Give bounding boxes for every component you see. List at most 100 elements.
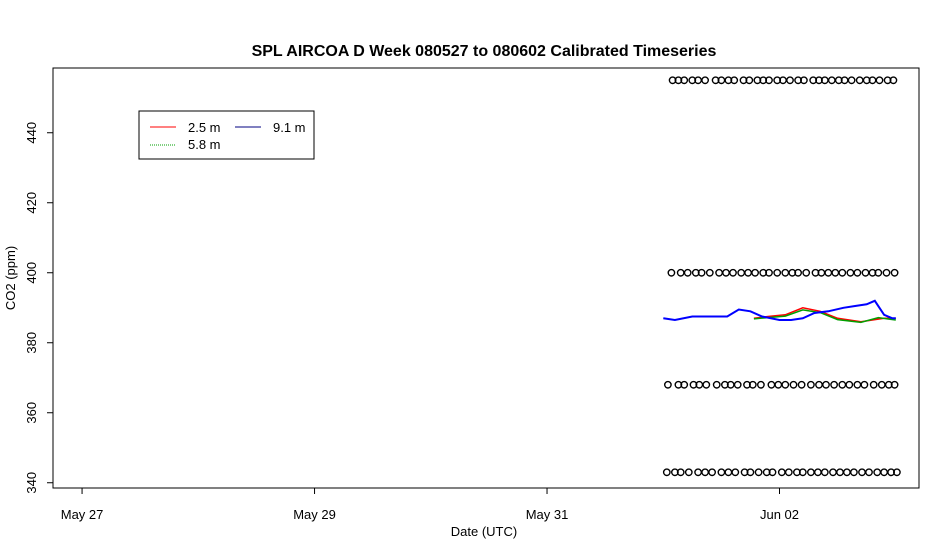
calibration-point xyxy=(662,468,671,477)
calibration-point xyxy=(822,380,830,389)
calibration-point xyxy=(731,468,740,477)
calibration-point xyxy=(838,380,847,389)
legend-box xyxy=(138,110,315,160)
calibration-point xyxy=(836,468,844,477)
calibration-point xyxy=(765,268,773,277)
calibration-point xyxy=(875,76,884,85)
calibration-point xyxy=(751,268,759,277)
calibration-point xyxy=(794,268,802,277)
calibration-point xyxy=(882,268,891,277)
calibration-point xyxy=(807,468,815,477)
y-tick-label: 400 xyxy=(24,262,39,284)
calibration-points-layer xyxy=(662,76,901,477)
calibration-point xyxy=(708,468,716,477)
calibration-point xyxy=(737,268,746,277)
calibration-point xyxy=(733,380,742,389)
x-tick-label: May 31 xyxy=(526,507,569,522)
calibration-point xyxy=(717,468,726,477)
calibration-point xyxy=(815,380,823,389)
calibration-point xyxy=(827,76,836,85)
calibration-point xyxy=(694,468,702,477)
x-tick-label: May 27 xyxy=(61,507,104,522)
calibration-point xyxy=(847,76,856,85)
calibration-point xyxy=(712,380,721,389)
calibration-point xyxy=(786,76,794,85)
legend-label-5-8m: 5.8 m xyxy=(188,137,221,152)
calibration-point xyxy=(789,380,798,389)
calibration-point xyxy=(701,76,709,85)
calibration-point xyxy=(850,468,858,477)
calibration-point xyxy=(877,380,886,389)
calibration-point xyxy=(684,468,693,477)
calibration-point xyxy=(664,380,672,389)
plot-area-frame xyxy=(52,67,920,489)
y-tick-label: 380 xyxy=(24,332,39,354)
calibration-point xyxy=(680,76,689,85)
series-layer xyxy=(663,299,896,324)
y-axis-label: CO2 (ppm) xyxy=(3,246,18,310)
y-tick-label: 420 xyxy=(24,192,39,214)
y-axis: 340 360 380 400 420 440 xyxy=(24,122,53,494)
calibration-point xyxy=(798,468,807,477)
calibration-point xyxy=(724,468,733,477)
calibration-point xyxy=(745,76,754,85)
series-line-9-1-m xyxy=(663,299,896,322)
calibration-point xyxy=(807,380,815,389)
calibration-point xyxy=(757,380,765,389)
calibration-point xyxy=(890,268,899,277)
calibration-point xyxy=(715,268,723,277)
calibration-point xyxy=(784,468,793,477)
calibration-point xyxy=(777,468,786,477)
calibration-point xyxy=(820,468,829,477)
calibration-point xyxy=(705,268,714,277)
calibration-point xyxy=(853,380,862,389)
calibration-point xyxy=(855,76,864,85)
calibration-point xyxy=(800,76,808,85)
y-tick-label: 340 xyxy=(24,472,39,494)
calibration-point xyxy=(889,76,898,85)
calibration-point xyxy=(680,380,689,389)
legend-label-2-5m: 2.5 m xyxy=(188,120,221,135)
calibration-point xyxy=(853,268,862,277)
calibration-point xyxy=(869,380,878,389)
legend: 2.5 m 5.8 m 9.1 m xyxy=(138,110,315,160)
calibration-point xyxy=(754,468,763,477)
chart-title: SPL AIRCOA D Week 080527 to 080602 Calib… xyxy=(252,43,717,60)
x-tick-label: May 29 xyxy=(293,507,336,522)
calibration-point xyxy=(744,268,752,277)
y-tick-label: 440 xyxy=(24,122,39,144)
calibration-point xyxy=(838,268,847,277)
calibration-point xyxy=(746,468,755,477)
y-tick-label: 360 xyxy=(24,402,39,424)
calibration-point xyxy=(890,380,899,389)
x-tick-label: Jun 02 xyxy=(760,507,799,522)
calibration-point xyxy=(797,380,806,389)
calibration-point xyxy=(773,268,782,277)
calibration-point xyxy=(861,268,870,277)
calibration-point xyxy=(730,76,739,85)
calibration-point xyxy=(831,268,840,277)
calibration-point xyxy=(683,268,692,277)
calibration-point xyxy=(767,380,776,389)
calibration-point xyxy=(846,268,855,277)
calibration-point xyxy=(667,268,676,277)
legend-label-9-1m: 9.1 m xyxy=(273,120,306,135)
calibration-point xyxy=(814,468,822,477)
calibration-point xyxy=(874,268,883,277)
calibration-point xyxy=(824,268,833,277)
calibration-point xyxy=(765,76,773,85)
x-axis-label: Date (UTC) xyxy=(451,524,517,539)
calibration-point xyxy=(676,468,685,477)
calibration-point xyxy=(781,380,790,389)
calibration-point xyxy=(873,468,882,477)
calibration-point xyxy=(722,268,730,277)
calibration-point xyxy=(893,468,901,477)
calibration-point xyxy=(829,468,837,477)
calibration-point xyxy=(697,268,706,277)
calibration-point xyxy=(860,380,869,389)
x-axis: May 27 May 29 May 31 Jun 02 xyxy=(61,488,799,522)
calibration-point xyxy=(843,468,851,477)
calibration-point xyxy=(865,468,873,477)
calibration-point xyxy=(858,468,866,477)
